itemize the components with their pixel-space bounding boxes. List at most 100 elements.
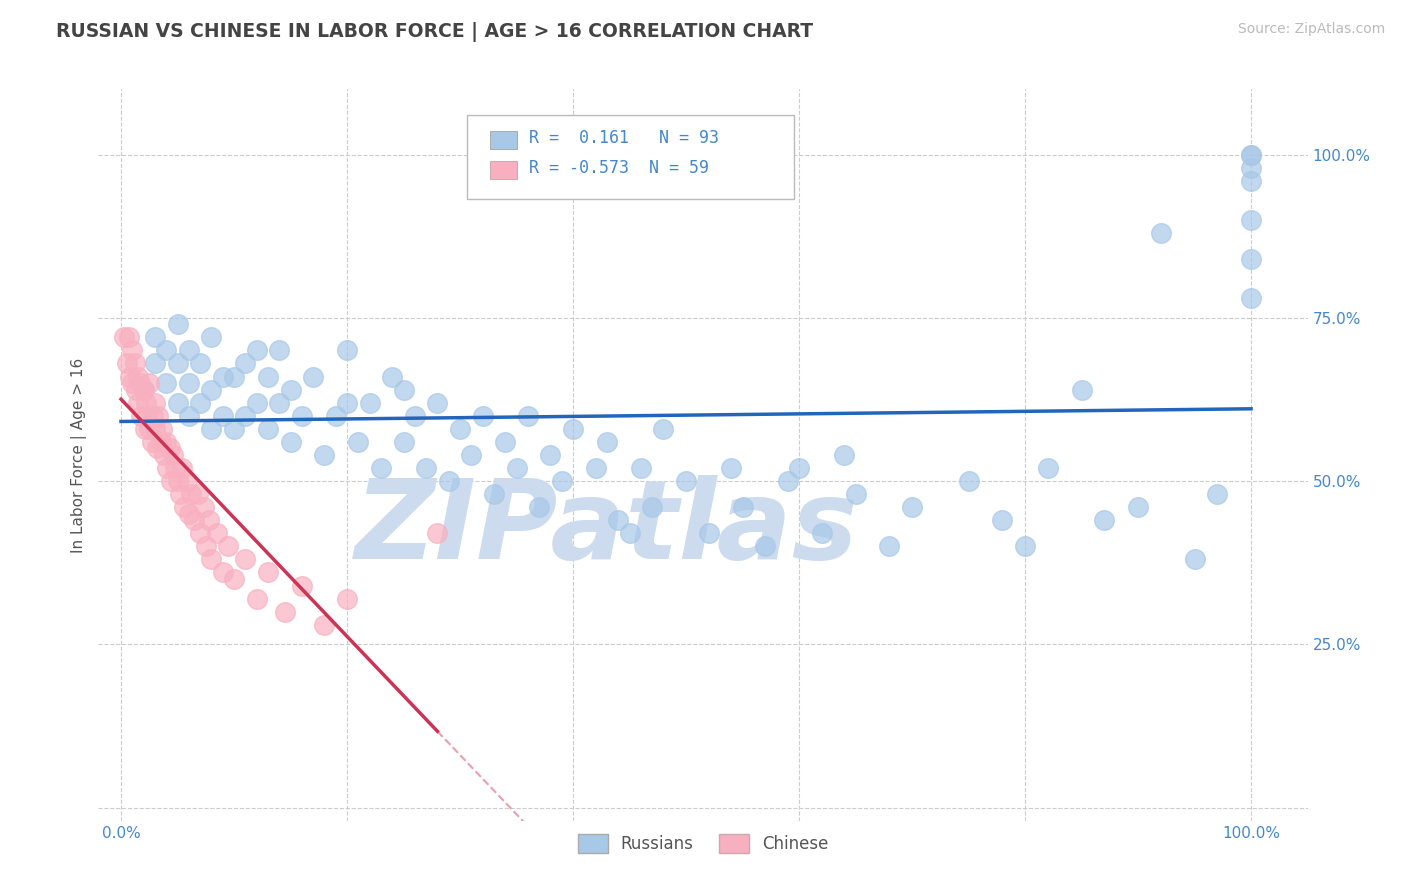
Point — [200, 383, 222, 397]
Point — [494, 434, 516, 449]
Point — [1014, 539, 1036, 553]
Point — [222, 572, 245, 586]
Point — [269, 343, 291, 358]
Point — [131, 409, 153, 423]
Point — [233, 409, 256, 423]
Point — [269, 395, 291, 409]
Point — [134, 422, 156, 436]
Point — [1240, 252, 1263, 266]
Point — [222, 369, 245, 384]
Point — [125, 383, 148, 397]
Point — [120, 369, 142, 384]
Point — [233, 552, 256, 566]
Point — [1240, 147, 1263, 161]
Point — [426, 395, 449, 409]
Point — [381, 369, 404, 384]
Point — [1126, 500, 1149, 515]
Point — [177, 343, 200, 358]
Point — [135, 395, 157, 409]
Point — [150, 422, 173, 436]
Point — [1036, 461, 1059, 475]
Legend: Russians, Chinese: Russians, Chinese — [571, 827, 835, 860]
Point — [211, 369, 233, 384]
Point — [246, 343, 269, 358]
Point — [482, 487, 505, 501]
Point — [138, 422, 160, 436]
Point — [143, 395, 166, 409]
Point — [370, 461, 392, 475]
Point — [607, 513, 630, 527]
Point — [1150, 226, 1173, 240]
Point — [155, 343, 177, 358]
Point — [141, 434, 163, 449]
Point — [173, 500, 195, 515]
Point — [166, 318, 188, 332]
Point — [274, 605, 297, 619]
Point — [146, 442, 169, 456]
Point — [222, 422, 245, 436]
Text: ZIPatlas: ZIPatlas — [354, 475, 858, 582]
Point — [129, 376, 152, 390]
Point — [188, 395, 211, 409]
Point — [183, 513, 205, 527]
Point — [124, 356, 146, 371]
Point — [180, 487, 202, 501]
Point — [630, 461, 652, 475]
Point — [169, 487, 191, 501]
Point — [136, 409, 159, 423]
Point — [1092, 513, 1115, 527]
Point — [159, 474, 181, 488]
Point — [437, 474, 460, 488]
Point — [143, 330, 166, 344]
Point — [200, 330, 222, 344]
Point — [845, 487, 868, 501]
Point — [1206, 487, 1229, 501]
Point — [142, 409, 165, 423]
Point — [165, 461, 187, 475]
Point — [754, 539, 776, 553]
Point — [879, 539, 901, 553]
Point — [302, 369, 325, 384]
Y-axis label: In Labor Force | Age > 16: In Labor Force | Age > 16 — [72, 358, 87, 552]
Point — [159, 442, 181, 456]
Point — [187, 487, 209, 501]
Point — [527, 500, 550, 515]
Point — [325, 409, 347, 423]
Point — [132, 383, 155, 397]
Bar — [491, 131, 517, 149]
Point — [392, 434, 415, 449]
Text: RUSSIAN VS CHINESE IN LABOR FORCE | AGE > 16 CORRELATION CHART: RUSSIAN VS CHINESE IN LABOR FORCE | AGE … — [56, 22, 813, 42]
Point — [200, 552, 222, 566]
Point — [551, 474, 574, 488]
Point — [404, 409, 426, 423]
Point — [562, 422, 585, 436]
FancyBboxPatch shape — [467, 115, 793, 199]
Point — [118, 330, 141, 344]
Point — [901, 500, 924, 515]
Point — [177, 409, 200, 423]
Point — [810, 526, 832, 541]
Point — [991, 513, 1014, 527]
Point — [246, 395, 269, 409]
Point — [149, 434, 172, 449]
Point — [1070, 383, 1092, 397]
Point — [787, 461, 810, 475]
Point — [675, 474, 697, 488]
Point — [246, 591, 269, 606]
Point — [392, 383, 415, 397]
Point — [127, 395, 149, 409]
Point — [1240, 173, 1263, 188]
Point — [121, 343, 143, 358]
Point — [143, 422, 166, 436]
Point — [1240, 291, 1263, 305]
Text: R = -0.573  N = 59: R = -0.573 N = 59 — [529, 159, 709, 177]
Point — [449, 422, 471, 436]
Point — [1240, 161, 1263, 175]
Point — [460, 448, 482, 462]
Point — [233, 356, 256, 371]
Point — [155, 376, 177, 390]
Point — [596, 434, 619, 449]
Point — [291, 409, 314, 423]
Point — [143, 356, 166, 371]
Point — [776, 474, 799, 488]
